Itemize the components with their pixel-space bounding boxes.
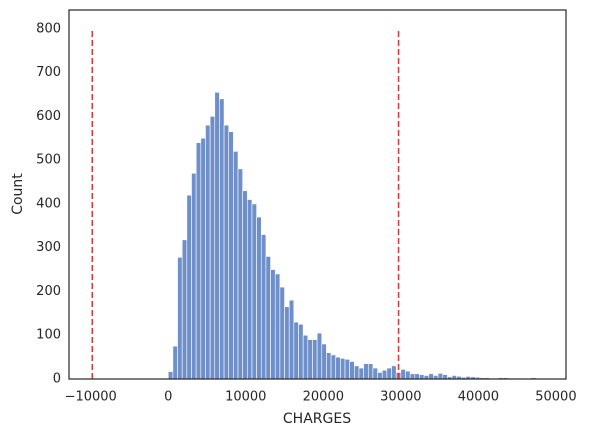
bar	[312, 339, 318, 380]
x-tick-label: 20000	[303, 390, 344, 405]
bar	[228, 131, 234, 380]
bar	[223, 124, 230, 380]
bar	[428, 373, 434, 380]
y-axis-title: Count	[10, 173, 26, 215]
y-tick-label: 300	[36, 240, 61, 255]
bar	[414, 373, 420, 380]
bar	[237, 168, 243, 380]
bar	[354, 365, 360, 380]
plot-frame	[68, 9, 567, 380]
bar	[340, 358, 346, 380]
bar	[298, 323, 304, 380]
bar	[377, 372, 383, 380]
bar	[205, 124, 211, 380]
y-tick-label: 800	[36, 21, 61, 36]
bar	[256, 216, 262, 380]
bar	[214, 91, 220, 380]
bar	[316, 332, 323, 380]
x-tick-label: −10000	[65, 390, 117, 405]
bar	[288, 299, 295, 380]
bar	[270, 269, 276, 380]
bar	[363, 363, 369, 380]
x-axis-title: CHARGES	[283, 411, 351, 427]
bar	[372, 367, 378, 380]
bar	[335, 356, 341, 380]
bar	[367, 363, 374, 380]
bar	[177, 257, 183, 380]
bar	[181, 239, 188, 380]
bar	[242, 190, 248, 380]
bar	[186, 194, 192, 380]
bar	[293, 321, 299, 380]
bar	[437, 373, 444, 380]
y-tick-label: 600	[36, 109, 61, 124]
x-tick-label: 50000	[535, 390, 576, 405]
y-tick-label: 100	[36, 328, 61, 343]
bar	[307, 339, 313, 380]
y-tick-label: 200	[36, 284, 61, 299]
bar	[391, 365, 397, 380]
y-tick-label: 400	[36, 196, 61, 211]
y-tick-label: 500	[36, 153, 61, 168]
bar	[326, 352, 332, 380]
bar	[274, 273, 281, 380]
bar	[442, 374, 448, 380]
bar	[400, 369, 406, 380]
bar	[386, 367, 392, 380]
bar	[302, 334, 309, 380]
bar	[191, 172, 197, 380]
x-tick-label: 40000	[458, 390, 499, 405]
bar	[167, 371, 174, 380]
bar	[358, 367, 364, 380]
x-tick-label: 30000	[380, 390, 421, 405]
x-tick-label: 0	[164, 390, 172, 405]
bar	[195, 142, 202, 380]
y-tick-label: 700	[36, 65, 61, 80]
bar	[284, 306, 290, 380]
bar	[200, 137, 206, 380]
bar	[260, 234, 267, 380]
x-tick-label: 10000	[225, 390, 266, 405]
bar	[349, 361, 355, 380]
bar	[219, 98, 225, 380]
bar	[344, 359, 350, 380]
bar	[233, 151, 239, 380]
bar	[209, 116, 216, 380]
bar	[247, 199, 253, 380]
bar	[330, 354, 337, 380]
bar	[419, 374, 425, 380]
bar	[409, 373, 416, 380]
bar	[381, 369, 388, 380]
bar	[321, 343, 327, 380]
bar	[405, 370, 411, 380]
bar	[265, 256, 271, 380]
y-tick-label: 0	[53, 372, 61, 387]
bar	[172, 345, 178, 380]
bar	[279, 286, 285, 380]
bar	[251, 203, 257, 380]
